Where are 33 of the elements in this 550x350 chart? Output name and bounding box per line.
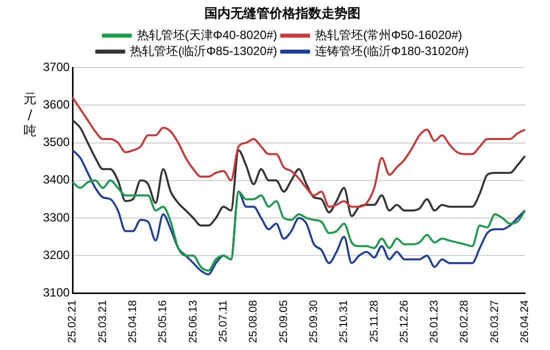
legend-label: 热轧管坯(天津Φ40-8020#) — [136, 28, 278, 42]
legend-label: 连铸管坯(临沂Φ180-31020#) — [315, 44, 469, 58]
line-series — [72, 96, 526, 208]
x-tick-label: 25.08.08 — [248, 300, 260, 344]
x-tick-label: 25.06.13 — [187, 300, 200, 344]
y-tick-label: 3300 — [42, 210, 70, 224]
x-tick-label: 25.09.30 — [308, 300, 320, 344]
y-tick-label: 3400 — [42, 172, 70, 187]
y-tick-label: 3700 — [42, 60, 70, 74]
x-tick-label: 25.10.31 — [338, 300, 350, 344]
y-tick-label: 3600 — [42, 98, 70, 112]
x-tick-label: 26.02.28 — [458, 300, 471, 344]
y-axis-title: 元/吨 — [22, 92, 38, 140]
x-tick-label: 25.02.21 — [66, 300, 79, 344]
line-series — [72, 179, 526, 272]
line-series — [72, 119, 526, 227]
x-tick-label: 25.12.26 — [398, 300, 410, 344]
x-tick-label: 26.04.24 — [519, 300, 532, 344]
x-tick-label: 25.04.18 — [127, 300, 140, 344]
x-tick-label: 25.07.11 — [217, 300, 230, 342]
line-series — [72, 149, 526, 276]
y-tick-label: 3200 — [42, 248, 70, 262]
x-tick-label: 26.01.23 — [428, 300, 441, 344]
x-tick-label: 25.05.16 — [157, 300, 170, 344]
x-tick-label: 25.09.05 — [278, 300, 290, 344]
x-tick-label: 26.03.27 — [488, 300, 501, 344]
y-tick-label: 3100 — [42, 285, 70, 300]
legend-label: 热轧管坯(临沂Φ85-13020#) — [130, 44, 278, 58]
y-tick-label: 3500 — [42, 135, 70, 150]
chart-title: 国内无缝管价格指数走势图 — [204, 5, 360, 20]
x-tick-label: 25.03.21 — [96, 300, 109, 344]
legend-label: 热轧管坯(常州Φ50-16020#) — [315, 28, 462, 42]
x-tick-label: 25.11.28 — [368, 300, 380, 342]
